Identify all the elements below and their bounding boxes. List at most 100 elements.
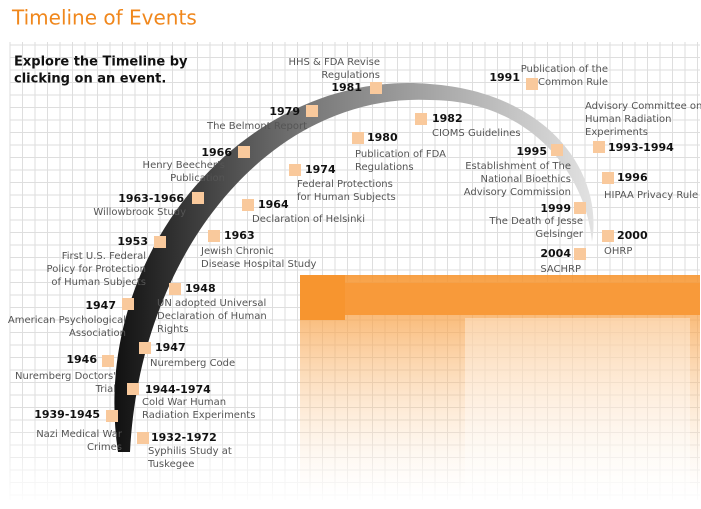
event: 1947 American Psychological Association	[8, 298, 134, 339]
event-label: OHRP	[604, 246, 632, 257]
event-label: Trial	[95, 384, 116, 395]
event-year: 1980	[367, 131, 398, 144]
event-label: Declaration of Human	[157, 311, 267, 322]
event-marker[interactable]	[102, 355, 114, 367]
event-marker[interactable]	[574, 202, 586, 214]
events: 1932-1972 Syphilis Study at Tuskegee 1939-1…	[8, 57, 701, 470]
event: 1979 The Belmont Report	[206, 105, 318, 132]
event-marker[interactable]	[306, 105, 318, 117]
event-label: Common Rule	[538, 77, 608, 88]
event-year: 1947	[85, 299, 116, 312]
event-label: for Human Subjects	[297, 192, 396, 203]
event-marker[interactable]	[289, 164, 301, 176]
orange-bar	[345, 283, 700, 315]
event-marker[interactable]	[370, 82, 382, 94]
page-title: Timeline of Events	[11, 6, 197, 30]
event-year: 1993-1994	[608, 141, 674, 154]
event-marker[interactable]	[208, 230, 220, 242]
event: 2000 OHRP	[602, 229, 648, 257]
event-label: Establishment of The	[465, 161, 571, 172]
event-label: Federal Protections	[297, 179, 393, 190]
event-year: 1948	[185, 282, 216, 295]
event: 1996 HIPAA Privacy Rule	[602, 171, 698, 201]
event: 1980 Publication of FDA Regulations	[352, 131, 446, 173]
event: 1981 HHS & FDA Revise Regulations	[288, 57, 382, 94]
event-year: 1982	[432, 112, 463, 125]
event-marker[interactable]	[169, 283, 181, 295]
event: 1993-1994 Advisory Committee on Human Radi…	[585, 101, 701, 154]
event-marker[interactable]	[192, 192, 204, 204]
event-marker[interactable]	[127, 383, 139, 395]
event-label: HHS & FDA Revise	[288, 57, 380, 68]
event-label: CIOMS Guidelines	[432, 128, 521, 139]
event-label: Radiation Experiments	[142, 410, 255, 421]
event-year: 1991	[489, 71, 520, 84]
event-year: 1944-1974	[145, 383, 211, 396]
event-label: Rights	[157, 324, 189, 335]
event-marker[interactable]	[593, 141, 605, 153]
event-label: The Belmont Report	[206, 121, 307, 132]
event-label: UN adopted Universal	[157, 298, 266, 309]
event-label: Regulations	[321, 70, 380, 81]
event-year: 1964	[258, 198, 289, 211]
event-year: 1939-1945	[34, 408, 100, 421]
event-label: Declaration of Helsinki	[252, 214, 365, 225]
event-year: 2004	[540, 247, 571, 260]
event: 1946 Nuremberg Doctors' Trial	[15, 353, 116, 395]
event-label: Association	[69, 328, 126, 339]
event-marker[interactable]	[551, 144, 563, 156]
event-year: 1966	[201, 146, 232, 159]
event: 1932-1972 Syphilis Study at Tuskegee	[137, 431, 232, 470]
event-marker[interactable]	[602, 172, 614, 184]
event: 1963 Jewish Chronic Disease Hospital Study	[200, 229, 316, 270]
instruction: clicking on an event.	[14, 72, 166, 87]
event: 1947 Nuremberg Code	[139, 341, 235, 369]
event-label: Regulations	[355, 162, 414, 173]
event-label: Publication of FDA	[355, 149, 446, 160]
event-label: Tuskegee	[147, 459, 194, 470]
event-label: Syphilis Study at	[148, 446, 232, 457]
event: 2004 SACHRP	[540, 247, 586, 275]
event-label: Willowbrook Study	[93, 207, 186, 218]
event-year: 1995	[516, 145, 547, 158]
event: 1939-1945 Nazi Medical War Crimes	[34, 408, 123, 453]
event-marker[interactable]	[242, 199, 254, 211]
event-label: Crimes	[87, 442, 122, 453]
event-marker[interactable]	[137, 432, 149, 444]
event-year: 1932-1972	[151, 431, 217, 444]
event-marker[interactable]	[352, 132, 364, 144]
event-year: 2000	[617, 229, 648, 242]
event-marker[interactable]	[574, 248, 586, 260]
event-marker[interactable]	[106, 410, 118, 422]
event-label: Henry Beecher's	[143, 160, 225, 171]
event-marker[interactable]	[526, 78, 538, 90]
event-marker[interactable]	[154, 236, 166, 248]
event: 1982 CIOMS Guidelines	[415, 112, 521, 139]
instruction: Explore the Timeline by	[14, 55, 188, 70]
event-label: Policy for Protection	[47, 264, 146, 275]
event-label: Publication of the	[521, 64, 608, 75]
event: 1963-1966 Willowbrook Study	[93, 192, 204, 218]
event-year: 1974	[305, 163, 336, 176]
event-marker[interactable]	[139, 342, 151, 354]
event-year: 1999	[540, 202, 571, 215]
event: 1948 UN adopted Universal Declaration of H…	[157, 282, 267, 335]
event: 1974 Federal Protections for Human Subject…	[289, 163, 396, 203]
event-label: Experiments	[585, 127, 648, 138]
event-year: 1963	[224, 229, 255, 242]
event-label: SACHRP	[540, 264, 581, 275]
orange-block	[300, 275, 345, 320]
event-marker[interactable]	[415, 113, 427, 125]
event-marker[interactable]	[238, 146, 250, 158]
event-year: 1946	[66, 353, 97, 366]
orange-inset	[465, 318, 690, 488]
event-marker[interactable]	[602, 230, 614, 242]
event-label: The Death of Jesse	[488, 216, 583, 227]
event-label: Nazi Medical War	[36, 429, 123, 440]
event-label: American Psychological	[8, 315, 126, 326]
event-marker[interactable]	[122, 298, 134, 310]
event-label: Cold War Human	[142, 397, 226, 408]
